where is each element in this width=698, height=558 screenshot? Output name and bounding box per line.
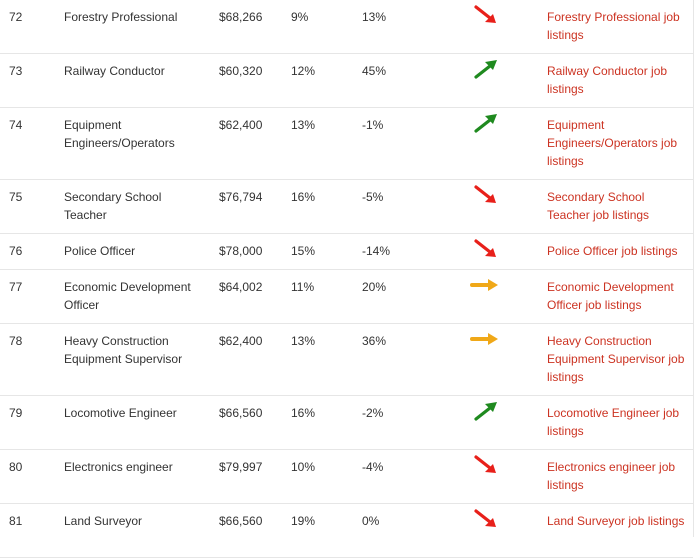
job-title-cell: Railway Conductor [64,64,165,78]
right-arrow-icon [470,327,500,351]
job-listings-link[interactable]: Railway Conductor job listings [547,64,668,96]
job-title-cell: Heavy Construction Equipment Supervisor [64,334,183,366]
right-arrow-icon [470,273,500,297]
salary-cell: $66,560 [219,514,263,528]
rank-cell: 81 [9,514,23,528]
table-row: 76 Police Officer $78,000 15% -14% Police Off… [0,234,693,270]
table-right-border [693,0,694,537]
growth-cell: 13% [362,10,387,24]
unemployment-cell: 13% [291,334,316,348]
down-arrow-icon [470,507,500,531]
rank-cell: 78 [9,334,23,348]
rank-cell: 75 [9,190,23,204]
rank-cell: 72 [9,10,23,24]
job-title-cell: Police Officer [64,244,136,258]
job-listings-link[interactable]: Police Officer job listings [547,244,678,258]
unemployment-cell: 15% [291,244,316,258]
job-listings-link[interactable]: Land Surveyor job listings [547,514,685,528]
salary-cell: $76,794 [219,190,263,204]
growth-cell: -2% [362,406,384,420]
job-listings-link[interactable]: Secondary School Teacher job listings [547,190,650,222]
table-row: 72 Forestry Professional $68,266 9% 13% Fores… [0,0,693,54]
table-row: 73 Railway Conductor $60,320 12% 45% Railway … [0,54,693,108]
job-title-cell: Economic Development Officer [64,280,191,312]
rank-cell: 80 [9,460,23,474]
job-listings-link[interactable]: Equipment Engineers/Operators job listin… [547,118,678,168]
salary-cell: $60,320 [219,64,263,78]
growth-cell: -4% [362,460,384,474]
unemployment-cell: 13% [291,118,316,132]
job-title-cell: Locomotive Engineer [64,406,177,420]
unemployment-cell: 12% [291,64,316,78]
salary-cell: $66,560 [219,406,263,420]
table-row: 75 Secondary School Teacher $76,794 16% -5% S… [0,180,693,234]
job-listings-link[interactable]: Locomotive Engineer job listings [547,406,680,438]
down-arrow-icon [470,183,500,207]
down-arrow-icon [470,3,500,27]
rank-cell: 77 [9,280,23,294]
job-title-cell: Electronics engineer [64,460,173,474]
down-arrow-icon [470,237,500,261]
down-arrow-icon [470,453,500,477]
up-arrow-icon [470,111,500,135]
growth-cell: -5% [362,190,384,204]
growth-cell: -14% [362,244,391,258]
table-row: 81 Land Surveyor $66,560 19% 0% Land Surveyor… [0,504,693,558]
job-listings-link[interactable]: Forestry Professional job listings [547,10,680,42]
rank-cell: 73 [9,64,23,78]
table-row: 77 Economic Development Officer $64,002 11%… [0,270,693,324]
up-arrow-icon [470,399,500,423]
rank-cell: 76 [9,244,23,258]
unemployment-cell: 16% [291,406,316,420]
job-title-cell: Forestry Professional [64,10,178,24]
rank-cell: 74 [9,118,23,132]
growth-cell: 20% [362,280,387,294]
salary-cell: $78,000 [219,244,263,258]
table-row: 74 Equipment Engineers/Operators $62,400 13… [0,108,693,180]
salary-cell: $68,266 [219,10,263,24]
growth-cell: 45% [362,64,387,78]
salary-cell: $64,002 [219,280,263,294]
salary-cell: $62,400 [219,334,263,348]
growth-cell: 36% [362,334,387,348]
salary-cell: $79,997 [219,460,263,474]
table-row: 79 Locomotive Engineer $66,560 16% -2% Locomo… [0,396,693,450]
job-title-cell: Land Surveyor [64,514,143,528]
rank-cell: 79 [9,406,23,420]
unemployment-cell: 10% [291,460,316,474]
table-row: 80 Electronics engineer $79,997 10% -4% Elect… [0,450,693,504]
job-listings-link[interactable]: Heavy Construction Equipment Supervisor … [547,334,685,384]
growth-cell: 0% [362,514,380,528]
unemployment-cell: 16% [291,190,316,204]
growth-cell: -1% [362,118,384,132]
table-row: 78 Heavy Construction Equipment Superviso… [0,324,693,396]
job-listings-link[interactable]: Economic Development Officer job listing… [547,280,674,312]
unemployment-cell: 19% [291,514,316,528]
job-listings-link[interactable]: Electronics engineer job listings [547,460,676,492]
job-title-cell: Secondary School Teacher [64,190,162,222]
unemployment-cell: 9% [291,10,309,24]
salary-cell: $62,400 [219,118,263,132]
unemployment-cell: 11% [291,280,315,294]
up-arrow-icon [470,57,500,81]
job-title-cell: Equipment Engineers/Operators [64,118,175,150]
